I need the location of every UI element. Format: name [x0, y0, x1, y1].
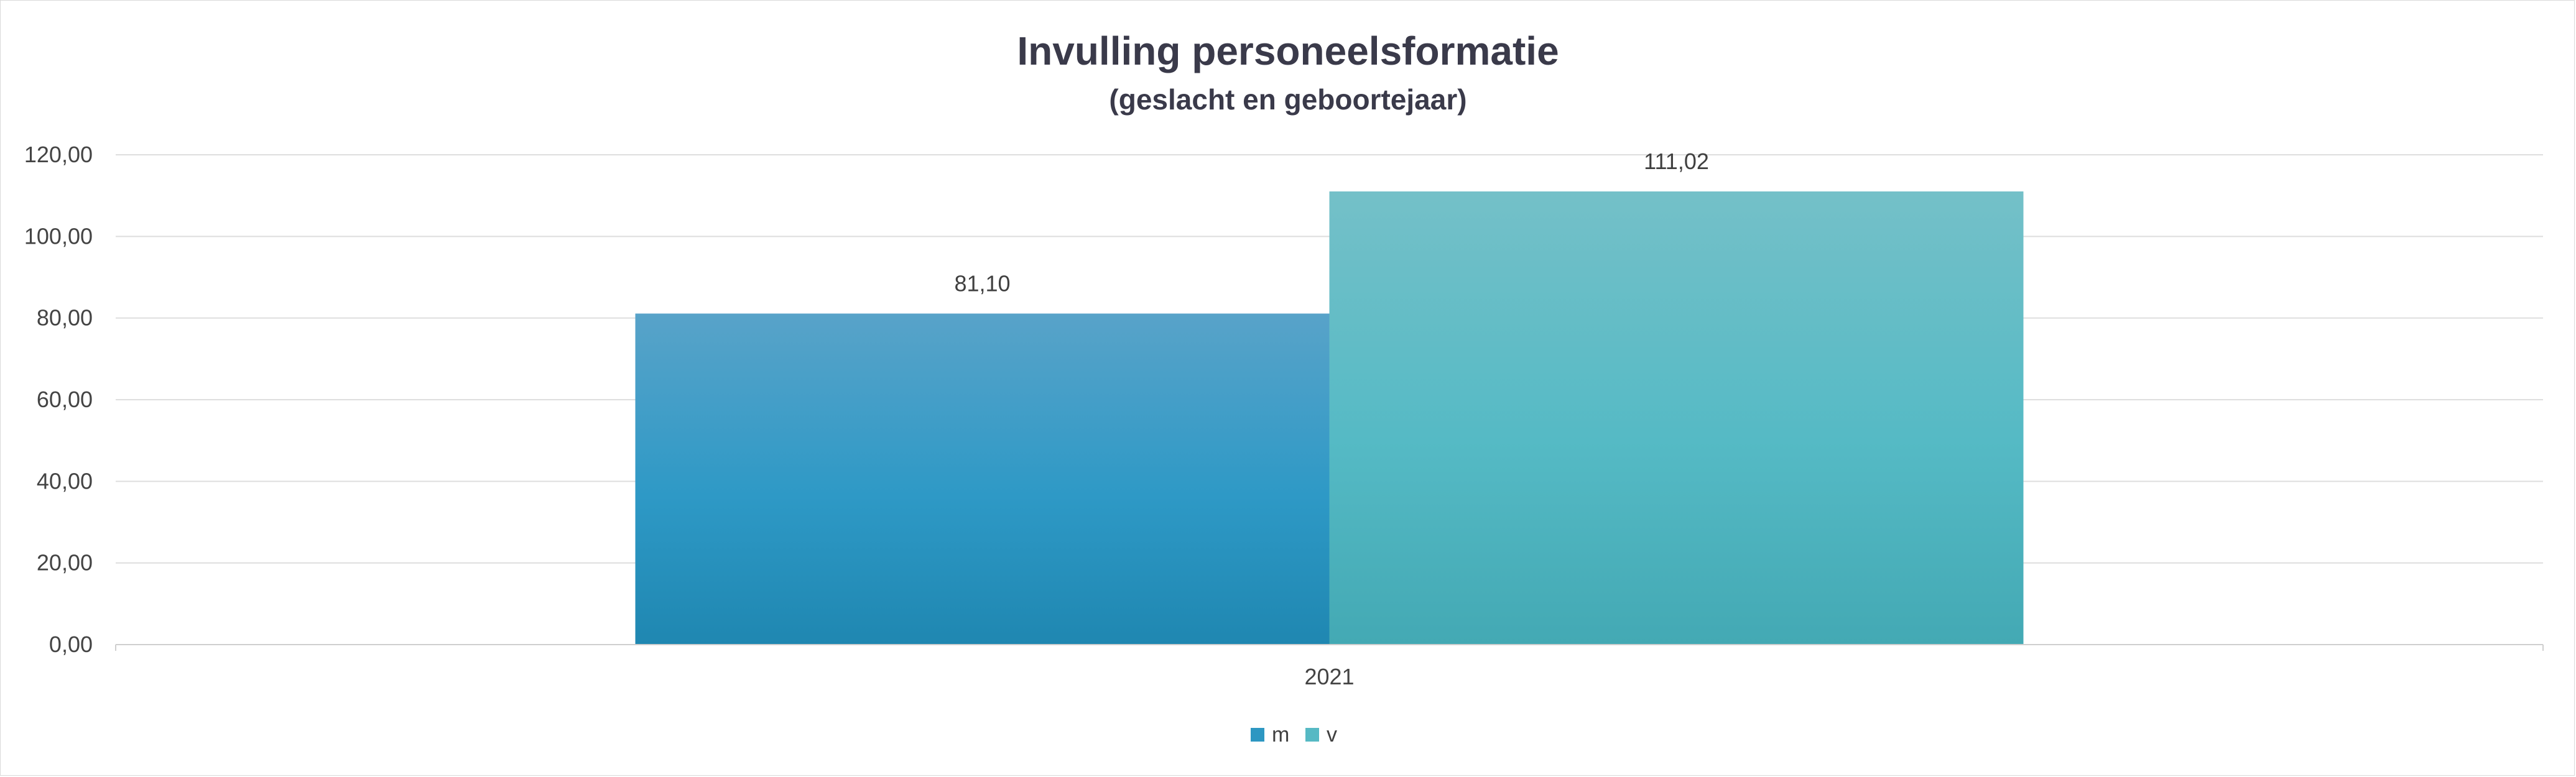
- bars: [635, 191, 2024, 645]
- bar-m: [635, 313, 1330, 645]
- y-tick-label: 100,00: [24, 223, 93, 249]
- y-tick-label: 80,00: [37, 305, 93, 331]
- data-label-v: 111,02: [1644, 149, 1709, 174]
- legend-swatch-m: [1251, 728, 1264, 742]
- x-axis: 2021: [115, 644, 2544, 689]
- legend-swatch-v: [1305, 728, 1319, 742]
- y-tick-label: 20,00: [37, 550, 93, 576]
- legend-label-m: m: [1272, 723, 1289, 747]
- y-tick-label: 0,00: [49, 632, 93, 657]
- y-tick-label: 40,00: [37, 468, 93, 494]
- bar-v: [1329, 191, 2024, 645]
- chart-title: Invulling personeelsformatie: [1017, 29, 1559, 73]
- chart-subtitle: (geslacht en geboortejaar): [1109, 83, 1466, 116]
- data-labels: 81,10 111,02: [954, 149, 1708, 296]
- y-tick-label: 120,00: [24, 142, 93, 167]
- data-label-m: 81,10: [954, 270, 1010, 296]
- legend-label-v: v: [1327, 723, 1337, 747]
- x-tick-label: 2021: [1304, 664, 1354, 689]
- y-tick-label: 60,00: [37, 387, 93, 412]
- y-axis: 0,00 20,00 40,00 60,00 80,00 100,00 120,00: [24, 142, 93, 657]
